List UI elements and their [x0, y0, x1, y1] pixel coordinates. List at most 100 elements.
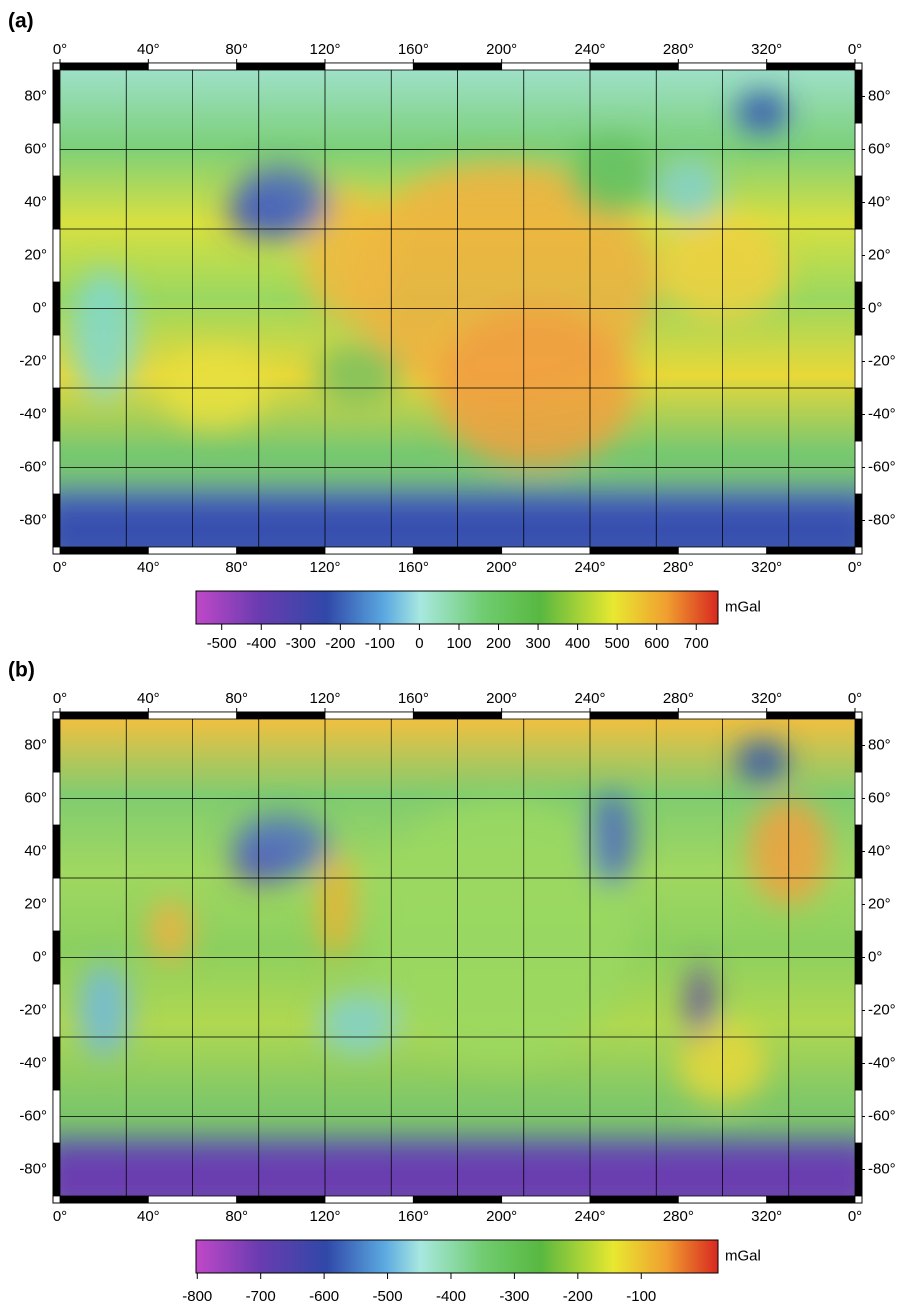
y-tick-label: -60°	[868, 458, 896, 475]
x-tick-label: 280°	[663, 1208, 694, 1225]
x-tick-label: 320°	[751, 559, 782, 576]
frame-segment	[854, 1089, 863, 1144]
x-tick-label: 200°	[486, 41, 517, 58]
frame-segment	[766, 62, 856, 71]
y-tick-label: 20°	[24, 246, 47, 263]
x-tick-label: 80°	[225, 1208, 248, 1225]
colorbar-tick-label: 100	[446, 635, 471, 652]
anomaly	[314, 342, 403, 407]
y-tick-label: 40°	[24, 193, 47, 210]
frame-segment	[52, 175, 61, 230]
anomaly	[71, 268, 138, 402]
y-tick-label: -80°	[19, 1160, 47, 1177]
x-tick-label: 40°	[137, 1208, 160, 1225]
y-tick-label: 80°	[24, 736, 47, 753]
x-tick-label: 240°	[574, 41, 605, 58]
x-tick-label: 120°	[309, 41, 340, 58]
frame-segment	[59, 711, 149, 720]
x-tick-label: 80°	[225, 41, 248, 58]
colorbar-tick-label: -800	[182, 1288, 212, 1305]
x-tick-label: 320°	[751, 41, 782, 58]
frame-segment	[589, 546, 679, 555]
frame-segment	[854, 175, 863, 230]
x-tick-label: 40°	[137, 690, 160, 707]
colorbar-tick-label: -200	[325, 635, 355, 652]
frame-segment	[589, 62, 679, 71]
frame-segment	[52, 228, 61, 283]
frame-segment	[677, 62, 768, 71]
frame-segment	[854, 771, 863, 826]
colorbar	[195, 1239, 719, 1274]
frame-segment	[854, 1036, 863, 1091]
x-tick-label: 320°	[751, 1208, 782, 1225]
x-tick-label: 40°	[137, 41, 160, 58]
frame-segment	[52, 930, 61, 985]
frame-segment	[236, 546, 326, 555]
y-tick-label: 60°	[868, 789, 891, 806]
x-tick-label: 120°	[309, 559, 340, 576]
frame-segment	[412, 546, 503, 555]
frame-segment	[766, 546, 856, 555]
frame-segment	[501, 1195, 591, 1204]
frame-segment	[324, 711, 414, 720]
anomaly	[568, 136, 657, 216]
colorbar-tick-label: -200	[563, 1288, 593, 1305]
colorbar	[195, 590, 719, 625]
frame-segment	[501, 711, 591, 720]
frame-segment	[854, 387, 863, 442]
frame-segment	[52, 1036, 61, 1091]
frame-segment	[854, 334, 863, 389]
x-tick-label: 160°	[398, 559, 429, 576]
frame-segment	[52, 281, 61, 336]
x-tick-label: 0°	[848, 41, 862, 58]
x-tick-label: 200°	[486, 690, 517, 707]
y-tick-label: 80°	[868, 736, 891, 753]
x-tick-label: 280°	[663, 690, 694, 707]
x-tick-label: 160°	[398, 1208, 429, 1225]
panel-label: (a)	[8, 10, 34, 33]
frame-segment	[52, 718, 61, 773]
y-tick-label: 0°	[33, 299, 47, 316]
frame-segment	[52, 122, 61, 177]
colorbar-unit: mGal	[725, 1247, 761, 1264]
x-tick-label: 0°	[848, 559, 862, 576]
frame-segment	[854, 983, 863, 1038]
x-tick-label: 0°	[848, 690, 862, 707]
frame-segment	[412, 62, 503, 71]
anomaly	[318, 991, 398, 1056]
frame-segment	[52, 1142, 61, 1197]
frame-segment	[59, 62, 149, 71]
y-tick-label: 0°	[868, 948, 882, 965]
frame-segment	[854, 69, 863, 124]
anomaly	[656, 157, 723, 222]
frame-segment	[52, 1089, 61, 1144]
frame-segment	[52, 771, 61, 826]
y-tick-label: 20°	[24, 895, 47, 912]
y-tick-label: 20°	[868, 246, 891, 263]
y-tick-label: -80°	[19, 511, 47, 528]
colorbar-tick-label: -400	[246, 635, 276, 652]
anomaly	[148, 899, 193, 963]
frame-segment	[501, 62, 591, 71]
frame-segment	[677, 546, 768, 555]
frame-segment	[854, 122, 863, 177]
frame-segment	[147, 711, 238, 720]
anomaly	[232, 165, 330, 240]
frame-segment	[59, 1195, 149, 1204]
frame-segment	[52, 877, 61, 932]
y-tick-label: 80°	[868, 87, 891, 104]
y-tick-label: -60°	[19, 458, 47, 475]
frame-segment	[854, 718, 863, 773]
x-tick-label: 80°	[225, 559, 248, 576]
frame-segment	[52, 493, 61, 548]
frame-segment	[52, 440, 61, 495]
y-tick-label: 40°	[24, 842, 47, 859]
y-tick-label: -40°	[868, 405, 896, 422]
y-tick-label: -60°	[19, 1107, 47, 1124]
y-tick-label: -20°	[19, 1001, 47, 1018]
y-tick-label: -80°	[868, 1160, 896, 1177]
y-tick-label: -20°	[868, 352, 896, 369]
frame-segment	[236, 1195, 326, 1204]
colorbar-tick-label: 700	[684, 635, 709, 652]
y-tick-label: 40°	[868, 842, 891, 859]
